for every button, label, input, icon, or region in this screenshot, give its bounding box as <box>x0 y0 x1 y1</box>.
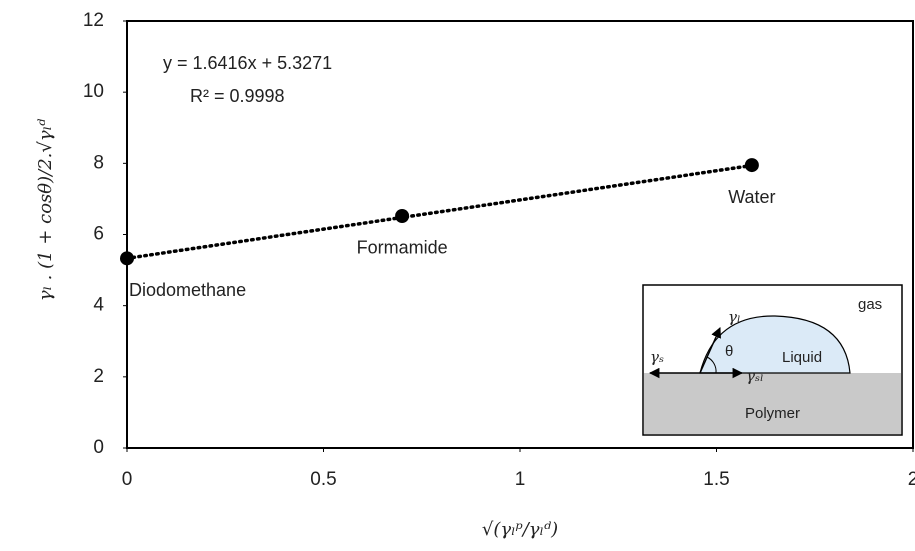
polymer-area <box>644 373 901 434</box>
inset-label: Polymer <box>745 405 800 422</box>
point <box>395 208 410 223</box>
inset-label: γₗ <box>728 308 741 326</box>
inset-label: θ <box>725 343 733 360</box>
equation: y = 1.6416x + 5.3271 <box>163 53 332 73</box>
point-label: Formamide <box>357 238 448 258</box>
y-axis-label: γₗ . (1 + cosθ)/2.√γₗᵈ <box>35 118 56 301</box>
r-squared: R² = 0.9998 <box>190 86 285 106</box>
y-tick-label: 10 <box>83 81 104 102</box>
x-tick-label: 1.5 <box>703 469 729 490</box>
y-tick-label: 12 <box>83 10 104 31</box>
point <box>744 158 759 173</box>
x-tick-label: 1 <box>515 469 526 490</box>
y-tick-label: 4 <box>93 295 104 316</box>
y-tick-label: 0 <box>93 437 104 458</box>
point <box>120 251 134 266</box>
x-axis-label: √(γₗᵖ/γₗᵈ) <box>482 519 558 540</box>
trendline <box>125 163 754 261</box>
x-tick-label: 0.5 <box>310 469 336 490</box>
inset-label: γₛₗ <box>746 367 764 385</box>
y-tick-label: 6 <box>93 224 104 245</box>
inset-label: Liquid <box>782 349 822 366</box>
x-tick-label: 0 <box>122 469 133 490</box>
arrow <box>699 327 721 374</box>
point-label: Diodomethane <box>129 280 246 300</box>
y-tick-label: 2 <box>93 366 104 387</box>
inset-label: γₛ <box>650 348 664 366</box>
point-label: Water <box>728 187 775 207</box>
x-tick-label: 2 <box>908 469 915 490</box>
inset-label: gas <box>858 296 882 313</box>
y-tick-label: 8 <box>93 152 104 173</box>
angle-arc <box>706 356 717 374</box>
inset: gas Liquid Polymer θ γₗ γₛ γₛₗ <box>642 284 903 436</box>
